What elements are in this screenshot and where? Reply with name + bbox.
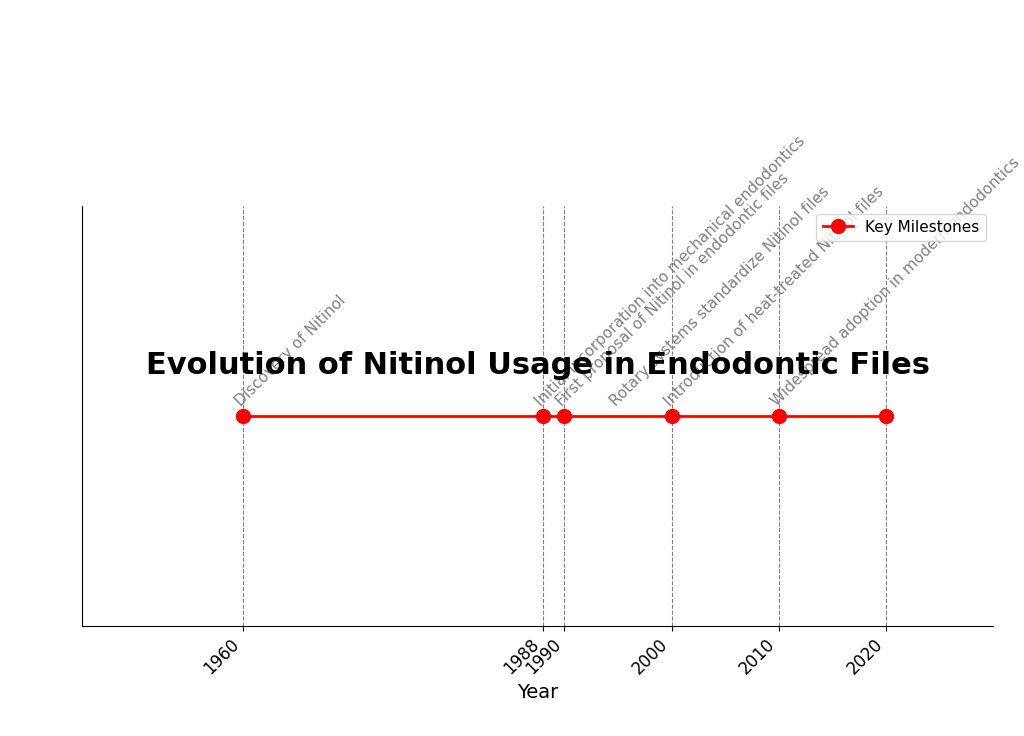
Key Milestones: [537, 411, 549, 420]
Text: Initial incorporation into mechanical endodontics: Initial incorporation into mechanical en…: [532, 133, 808, 409]
Key Milestones: [558, 411, 570, 420]
Key Milestones: [237, 411, 249, 420]
Text: Introduction of heat-treated Nitinol files: Introduction of heat-treated Nitinol fil…: [662, 184, 886, 409]
Text: Evolution of Nitinol Usage in Endodontic Files: Evolution of Nitinol Usage in Endodontic…: [145, 351, 930, 380]
Key Milestones: [773, 411, 785, 420]
Key Milestones: [880, 411, 892, 420]
Legend: Key Milestones: Key Milestones: [816, 213, 986, 241]
Text: First proposal of Nitinol in endodontic files: First proposal of Nitinol in endodontic …: [554, 170, 793, 409]
Line: Key Milestones: Key Milestones: [236, 409, 893, 422]
Text: Widespread adoption in modern endodontics: Widespread adoption in modern endodontic…: [768, 155, 1022, 409]
Key Milestones: [666, 411, 678, 420]
X-axis label: Year: Year: [517, 684, 558, 702]
Text: Rotary systems standardize Nitinol files: Rotary systems standardize Nitinol files: [607, 184, 833, 409]
Text: Discovery of Nitinol: Discovery of Nitinol: [232, 293, 348, 409]
